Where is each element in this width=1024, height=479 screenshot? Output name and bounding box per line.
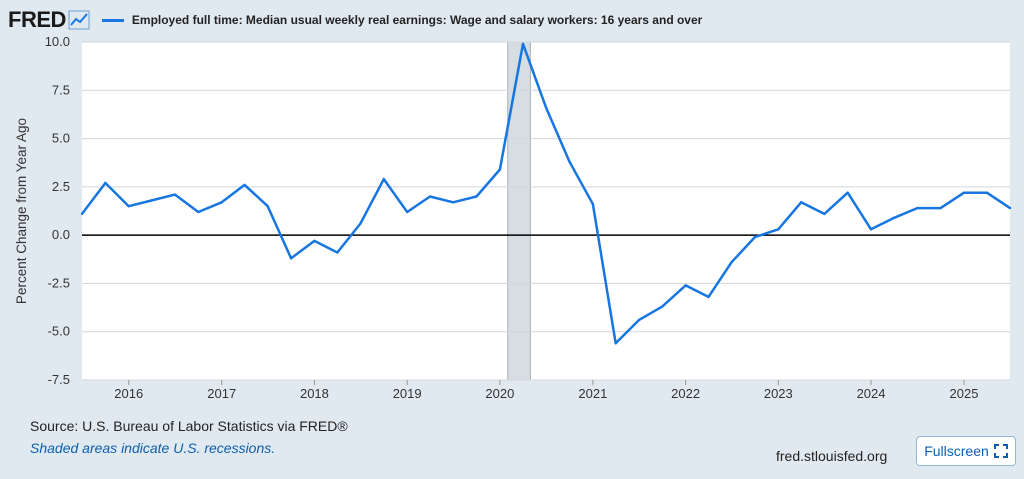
data-point [382, 177, 385, 181]
chart-legend: Employed full time: Median usual weekly … [101, 13, 703, 27]
y-tick-label-5: -2.5 [48, 275, 70, 290]
data-point [150, 199, 154, 202]
x-tick-label-5: 2021 [578, 386, 607, 401]
x-tick-label-7: 2023 [764, 386, 793, 401]
fred-logo-text: FRED [8, 7, 66, 32]
data-point [753, 235, 757, 239]
fullscreen-button[interactable]: Fullscreen [916, 436, 1016, 466]
data-point [869, 228, 873, 231]
x-tick-label-6: 2022 [671, 386, 700, 401]
x-tick-label-3: 2019 [393, 386, 422, 401]
data-point [173, 193, 177, 196]
data-point [985, 191, 989, 194]
x-tick-label-9: 2025 [950, 386, 979, 401]
site-url: fred.stlouisfed.org [776, 448, 888, 464]
data-point [266, 204, 269, 208]
data-point [846, 191, 849, 194]
data-point [637, 318, 641, 322]
y-tick-label-1: 7.5 [52, 82, 70, 97]
data-point [197, 210, 200, 214]
x-tick-label-0: 2016 [114, 386, 143, 401]
data-point [962, 191, 966, 194]
data-point [220, 201, 223, 204]
data-point [591, 203, 595, 206]
data-point [80, 212, 84, 216]
trend-graph-icon [68, 10, 90, 30]
data-point [243, 183, 246, 187]
data-point [823, 212, 826, 216]
data-point [939, 206, 942, 210]
data-point [475, 195, 478, 198]
data-point [521, 42, 525, 46]
chart-header: FRED Employed full time: Median usual we… [8, 8, 702, 32]
recession-shade-0 [507, 41, 531, 381]
plot-area [82, 42, 1010, 380]
data-point [313, 239, 316, 243]
y-tick-label-2: 5.0 [52, 131, 70, 146]
data-point [498, 168, 502, 171]
data-point [614, 342, 617, 345]
source-text: Source: U.S. Bureau of Labor Statistics … [30, 418, 348, 434]
data-point [359, 222, 362, 225]
x-tick-label-8: 2024 [857, 386, 886, 401]
data-point [289, 257, 293, 260]
data-point [568, 160, 571, 163]
recession-note: Shaded areas indicate U.S. recessions. [30, 440, 276, 456]
data-point [916, 206, 919, 210]
data-point [777, 228, 780, 231]
x-tick-label-2: 2018 [300, 386, 329, 401]
data-point [104, 181, 107, 185]
y-tick-label-0: 10.0 [45, 34, 70, 49]
legend-label: Employed full time: Median usual weekly … [131, 13, 703, 27]
fullscreen-label: Fullscreen [924, 443, 989, 459]
fullscreen-icon [993, 444, 1008, 458]
data-point [451, 201, 455, 204]
data-point [428, 195, 432, 198]
data-point [892, 216, 896, 219]
data-point [661, 305, 664, 308]
data-point [1008, 206, 1012, 210]
data-point [544, 106, 548, 109]
legend-swatch [101, 18, 124, 22]
data-point [707, 295, 710, 299]
data-point [127, 204, 130, 208]
y-tick-label-6: -5.0 [48, 324, 70, 339]
line-chart: 10.0 7.5 5.0 2.5 0.0 -2.5 -5.0 -7.5 2016 2017 2018… [14, 34, 1012, 401]
x-tick-label-4: 2020 [485, 386, 514, 401]
data-point [405, 210, 409, 214]
fred-logo[interactable]: FRED [8, 9, 90, 31]
y-tick-label-3: 2.5 [52, 179, 70, 194]
y-tick-label-7: -7.5 [48, 372, 70, 387]
data-point [799, 201, 803, 204]
data-point [684, 284, 687, 287]
data-point [730, 260, 733, 264]
y-axis-label: Percent Change from Year Ago [14, 118, 29, 304]
data-point [336, 251, 339, 254]
x-tick-label-1: 2017 [207, 386, 236, 401]
y-tick-label-4: 0.0 [52, 227, 70, 242]
